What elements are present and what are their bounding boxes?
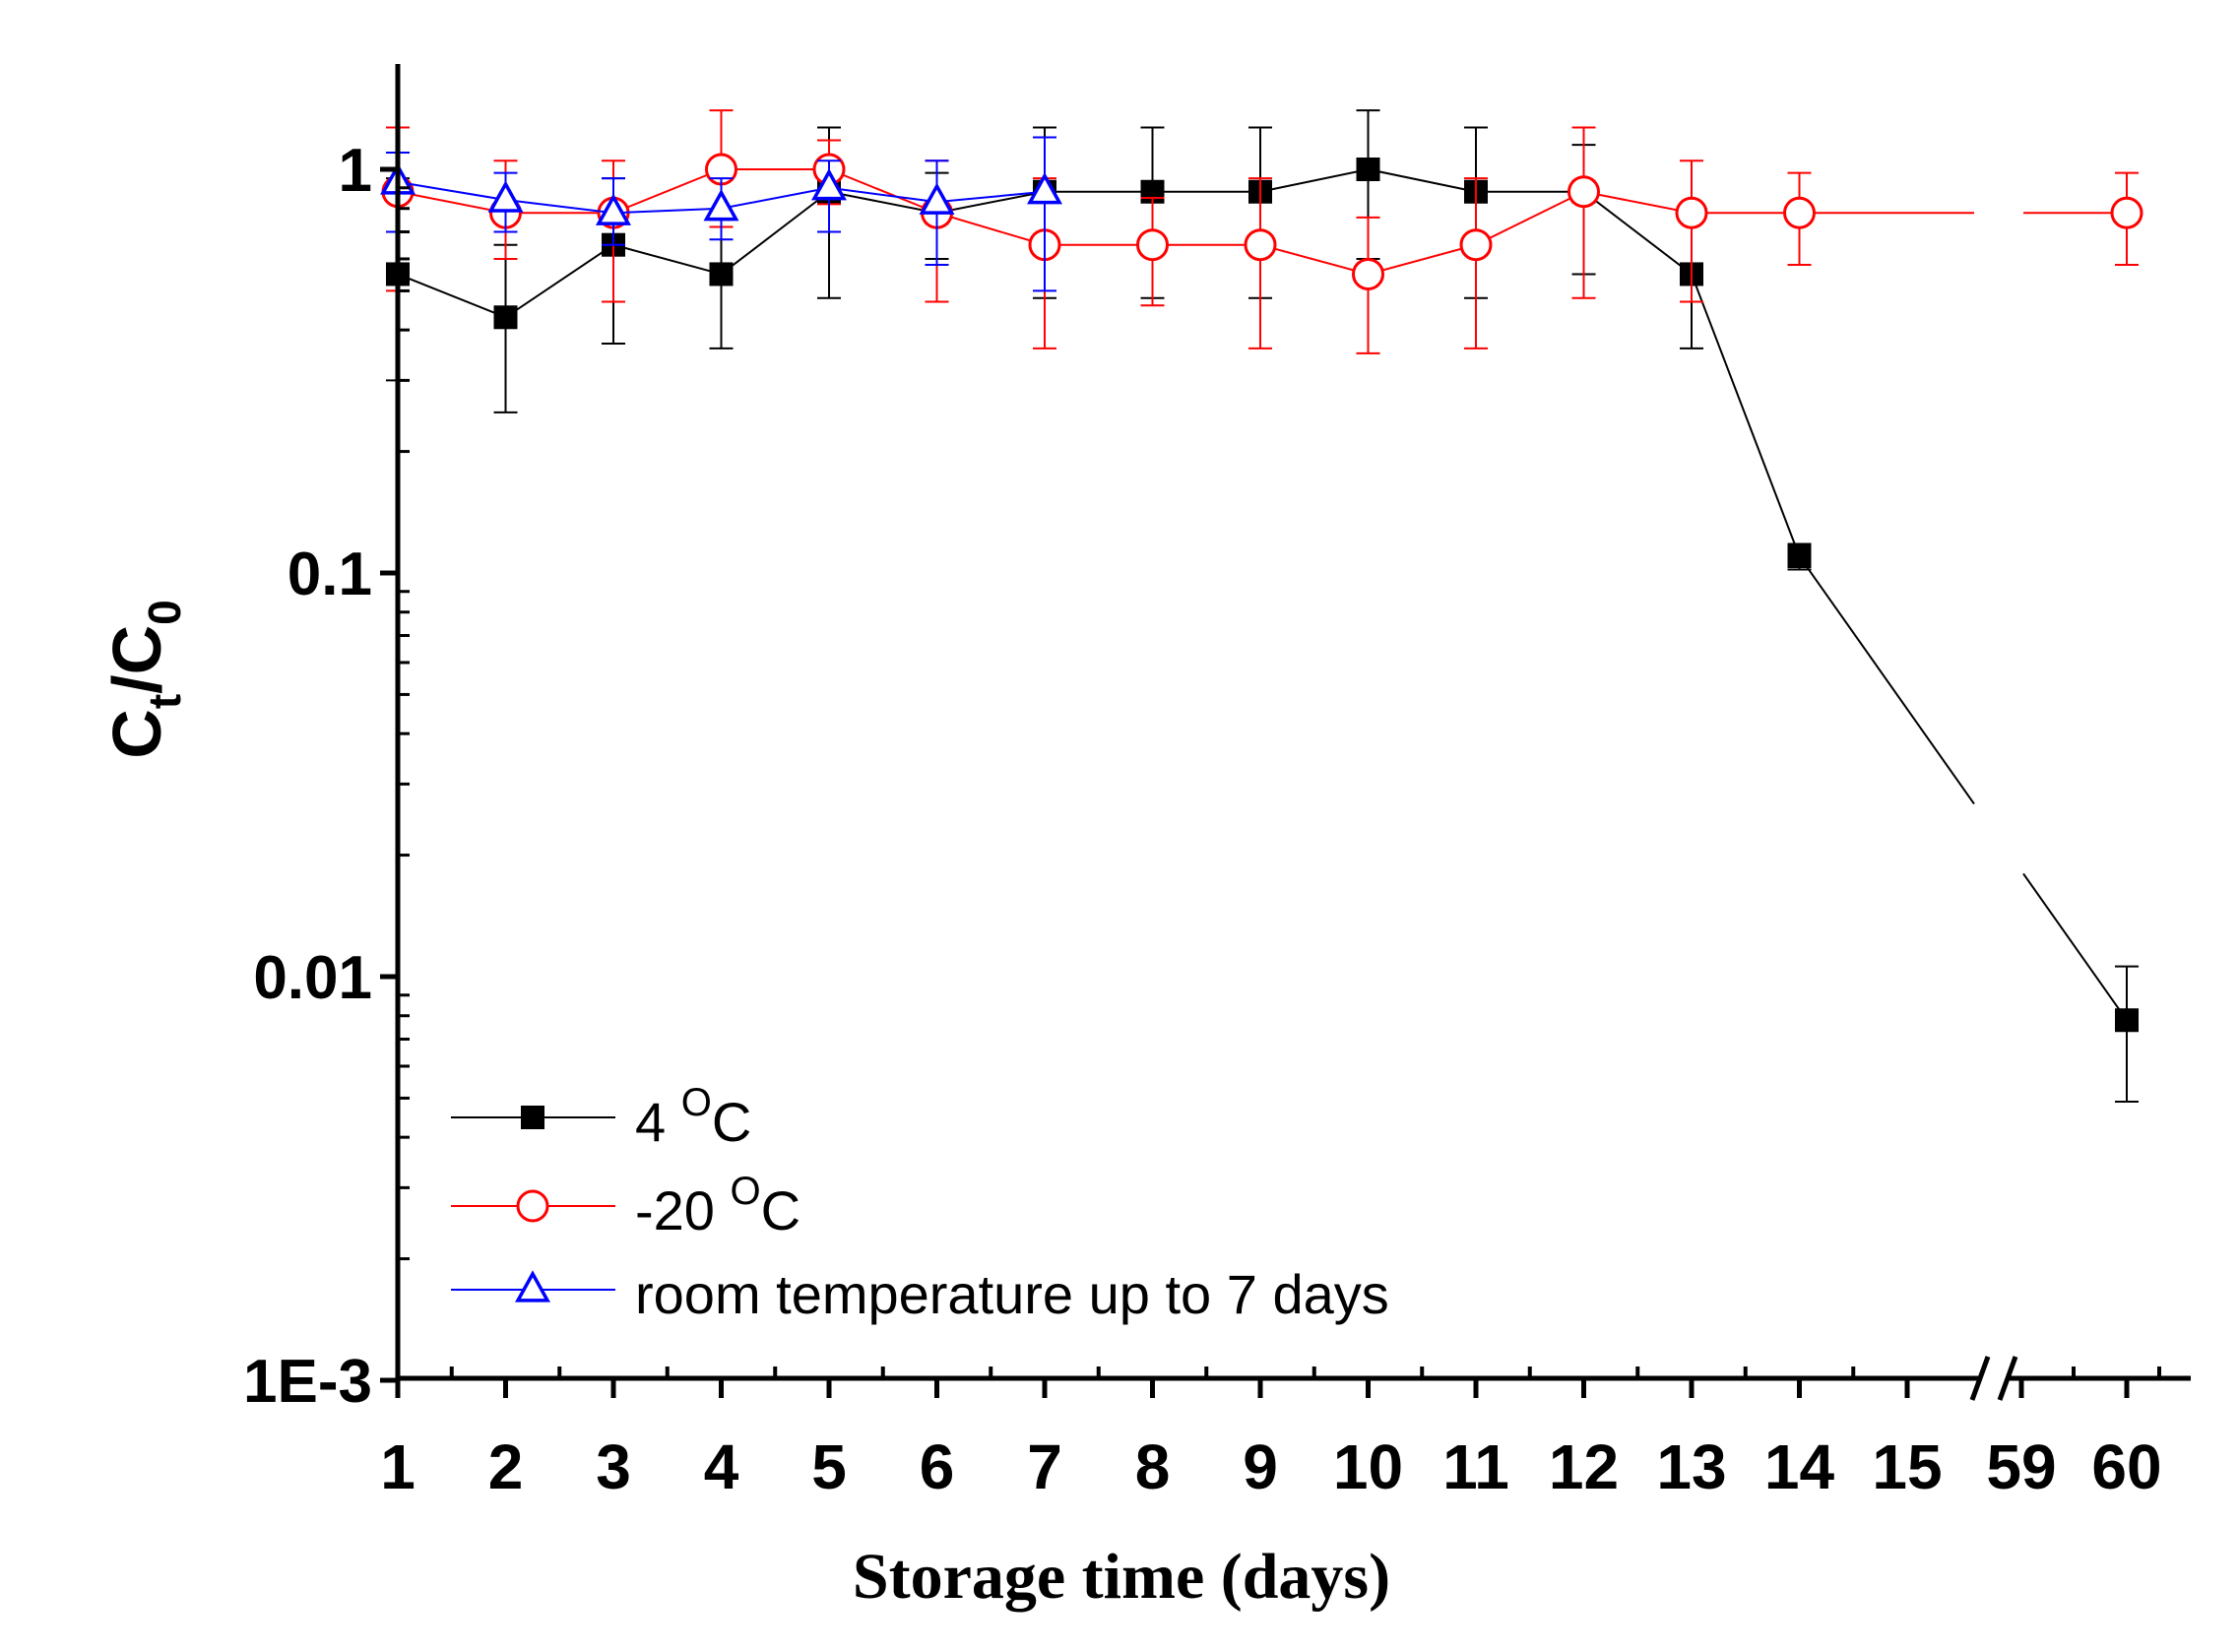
data-point <box>596 193 631 225</box>
y-tick-label: 0.01 <box>253 944 372 1012</box>
y-axis-title: Ct/C0 <box>98 600 190 758</box>
data-point <box>811 168 847 201</box>
data-point <box>1787 544 1812 569</box>
x-tick-label: 13 <box>1656 1431 1726 1502</box>
y-axis-title-main: C <box>98 709 175 759</box>
x-tick-label: 59 <box>1986 1431 2056 1502</box>
x-tick-label: 11 <box>1442 1431 1509 1502</box>
y-tick-label: 1E-3 <box>243 1348 372 1416</box>
series-1 <box>381 109 2143 354</box>
x-tick-label: 3 <box>596 1431 631 1502</box>
data-point <box>1675 196 1708 229</box>
y-axis-title-sub2: 0 <box>139 600 190 625</box>
data-point <box>487 180 524 213</box>
x-tick-label: 4 <box>704 1431 739 1502</box>
legend-label: room temperature up to 7 days <box>635 1263 1389 1325</box>
legend-item: 4 OC <box>451 1081 751 1153</box>
legend-marker <box>521 1106 544 1129</box>
legend-label-text: room temperature up to 7 days <box>635 1263 1389 1325</box>
legend-marker <box>515 1270 550 1303</box>
y-tick-label: 0.1 <box>288 540 372 608</box>
series-line <box>397 167 2128 1021</box>
legend-label: -20 OC <box>635 1170 800 1241</box>
x-tick-label: 15 <box>1872 1431 1942 1502</box>
legend-label-unit: C <box>712 1091 751 1153</box>
legend-label-text: -20 <box>635 1179 731 1241</box>
data-point <box>1027 172 1062 205</box>
x-tick-label: 1 <box>380 1431 416 1502</box>
legend-label: 4 OC <box>635 1081 751 1153</box>
y-axis-title-mid: /C <box>98 625 175 694</box>
legend-label-superscript: O <box>681 1081 712 1124</box>
data-point <box>1136 228 1169 262</box>
data-point <box>1356 158 1380 181</box>
y-axis-title-sub1: t <box>139 694 190 709</box>
x-tick-label: 12 <box>1549 1431 1619 1502</box>
data-point <box>1352 257 1384 290</box>
data-point <box>919 182 955 215</box>
plot-area <box>380 109 2143 1104</box>
legend-label-superscript: O <box>731 1170 761 1213</box>
x-tick-label: 14 <box>1764 1431 1835 1502</box>
data-point <box>709 262 734 286</box>
x-tick-label: 8 <box>1135 1431 1171 1502</box>
legend-marker <box>516 1189 549 1223</box>
x-tick-label: 6 <box>920 1431 955 1502</box>
x-tick-label: 5 <box>811 1431 847 1502</box>
x-tick-label: 9 <box>1243 1431 1278 1502</box>
x-tick-label: 10 <box>1333 1431 1403 1502</box>
x-axis-break-mark <box>1969 1356 1991 1401</box>
data-point <box>1567 175 1600 209</box>
data-point <box>703 189 739 222</box>
data-point <box>1783 196 1816 229</box>
data-point <box>2110 196 2143 229</box>
x-tick-label: 60 <box>2091 1431 2161 1502</box>
data-point <box>2115 1008 2139 1033</box>
legend-label-text: 4 <box>635 1091 681 1153</box>
legend-label-unit: C <box>761 1179 800 1241</box>
x-tick-label: 7 <box>1027 1431 1062 1502</box>
x-axis-title: Storage time (days) <box>853 1541 1390 1613</box>
data-point <box>1244 228 1277 262</box>
data-point <box>493 305 518 330</box>
y-tick-label: 1 <box>339 137 372 205</box>
data-point <box>1459 228 1493 262</box>
legend-item: -20 OC <box>451 1170 800 1241</box>
x-tick-label: 2 <box>488 1431 524 1502</box>
x-axis-break-mark <box>1997 1356 2018 1401</box>
legend-item: room temperature up to 7 days <box>451 1263 1389 1325</box>
